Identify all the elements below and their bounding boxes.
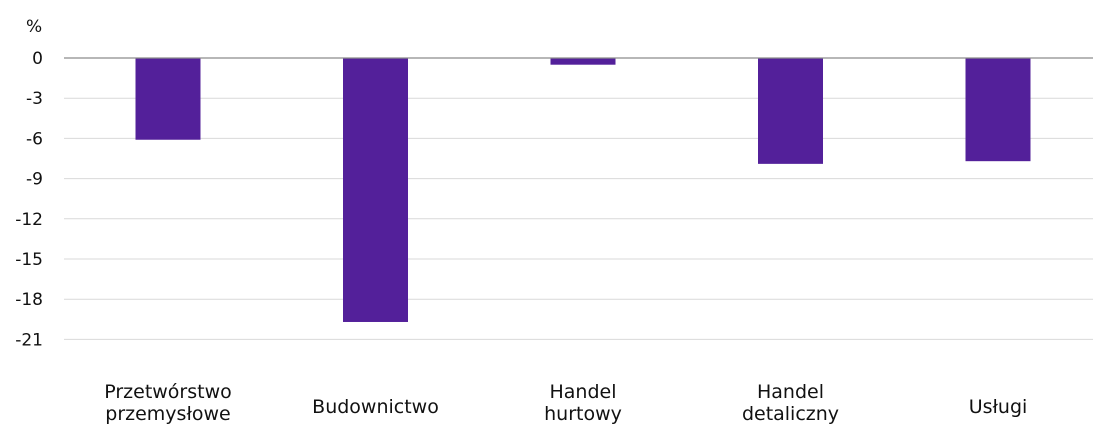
- category-label: Usługi: [969, 396, 1028, 418]
- category-label: hurtowy: [544, 403, 622, 425]
- category-label: Handel: [549, 381, 616, 403]
- bar: [550, 58, 616, 65]
- category-label: przemysłowe: [105, 403, 230, 425]
- gridlines: [64, 97, 1093, 340]
- category-label: Handel: [757, 381, 824, 403]
- bar: [135, 58, 201, 140]
- bar: [965, 58, 1031, 162]
- y-tick-label: -9: [26, 170, 43, 190]
- bars: [135, 58, 1031, 322]
- y-tick-label: -6: [26, 129, 43, 149]
- category-label: detaliczny: [742, 403, 839, 425]
- y-tick-label: -3: [26, 89, 43, 109]
- y-tick-label: -21: [15, 330, 43, 350]
- y-tick-label: -18: [15, 290, 43, 310]
- bar: [343, 58, 408, 322]
- bar: [758, 58, 823, 164]
- y-tick-label: -15: [15, 250, 43, 270]
- y-axis-ticks: 0 -3 -6 -9 -12 -15 -18 -21: [15, 49, 43, 350]
- category-label: Przetwórstwo: [104, 381, 232, 403]
- y-unit-label: %: [26, 17, 42, 37]
- y-tick-label: -12: [15, 210, 43, 230]
- y-tick-label: 0: [32, 49, 43, 69]
- category-label: Budownictwo: [312, 396, 439, 418]
